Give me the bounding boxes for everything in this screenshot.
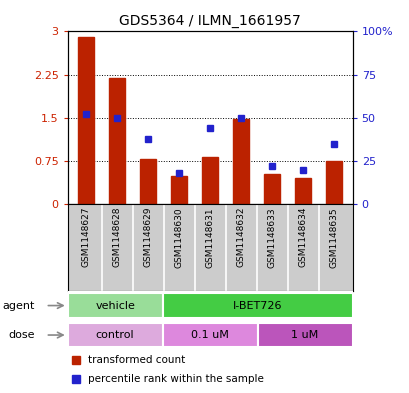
Text: GSM1148627: GSM1148627	[81, 207, 90, 268]
Text: 0.1 uM: 0.1 uM	[191, 330, 229, 340]
Bar	[294, 178, 310, 204]
Bar	[233, 119, 248, 204]
Text: agent: agent	[2, 301, 34, 310]
Bar	[162, 293, 352, 318]
Bar	[67, 323, 162, 347]
Bar	[78, 37, 94, 204]
Text: dose: dose	[8, 330, 34, 340]
Bar	[202, 157, 217, 204]
Bar	[264, 174, 279, 204]
Text: vehicle: vehicle	[95, 301, 135, 310]
Text: 1 uM: 1 uM	[291, 330, 318, 340]
Bar	[109, 77, 125, 204]
Text: GSM1148628: GSM1148628	[112, 207, 121, 268]
Text: I-BET726: I-BET726	[232, 301, 282, 310]
Text: GSM1148629: GSM1148629	[143, 207, 152, 268]
Bar	[257, 323, 352, 347]
Text: GSM1148633: GSM1148633	[267, 207, 276, 268]
Text: GSM1148631: GSM1148631	[205, 207, 214, 268]
Bar	[171, 176, 187, 204]
Title: GDS5364 / ILMN_1661957: GDS5364 / ILMN_1661957	[119, 14, 300, 28]
Text: transformed count: transformed count	[88, 354, 184, 365]
Bar	[162, 323, 257, 347]
Bar	[67, 293, 162, 318]
Text: GSM1148634: GSM1148634	[298, 207, 307, 268]
Bar	[326, 161, 341, 204]
Text: GSM1148635: GSM1148635	[329, 207, 338, 268]
Text: GSM1148632: GSM1148632	[236, 207, 245, 268]
Bar	[140, 160, 155, 204]
Text: control: control	[96, 330, 134, 340]
Text: percentile rank within the sample: percentile rank within the sample	[88, 374, 263, 384]
Text: GSM1148630: GSM1148630	[174, 207, 183, 268]
